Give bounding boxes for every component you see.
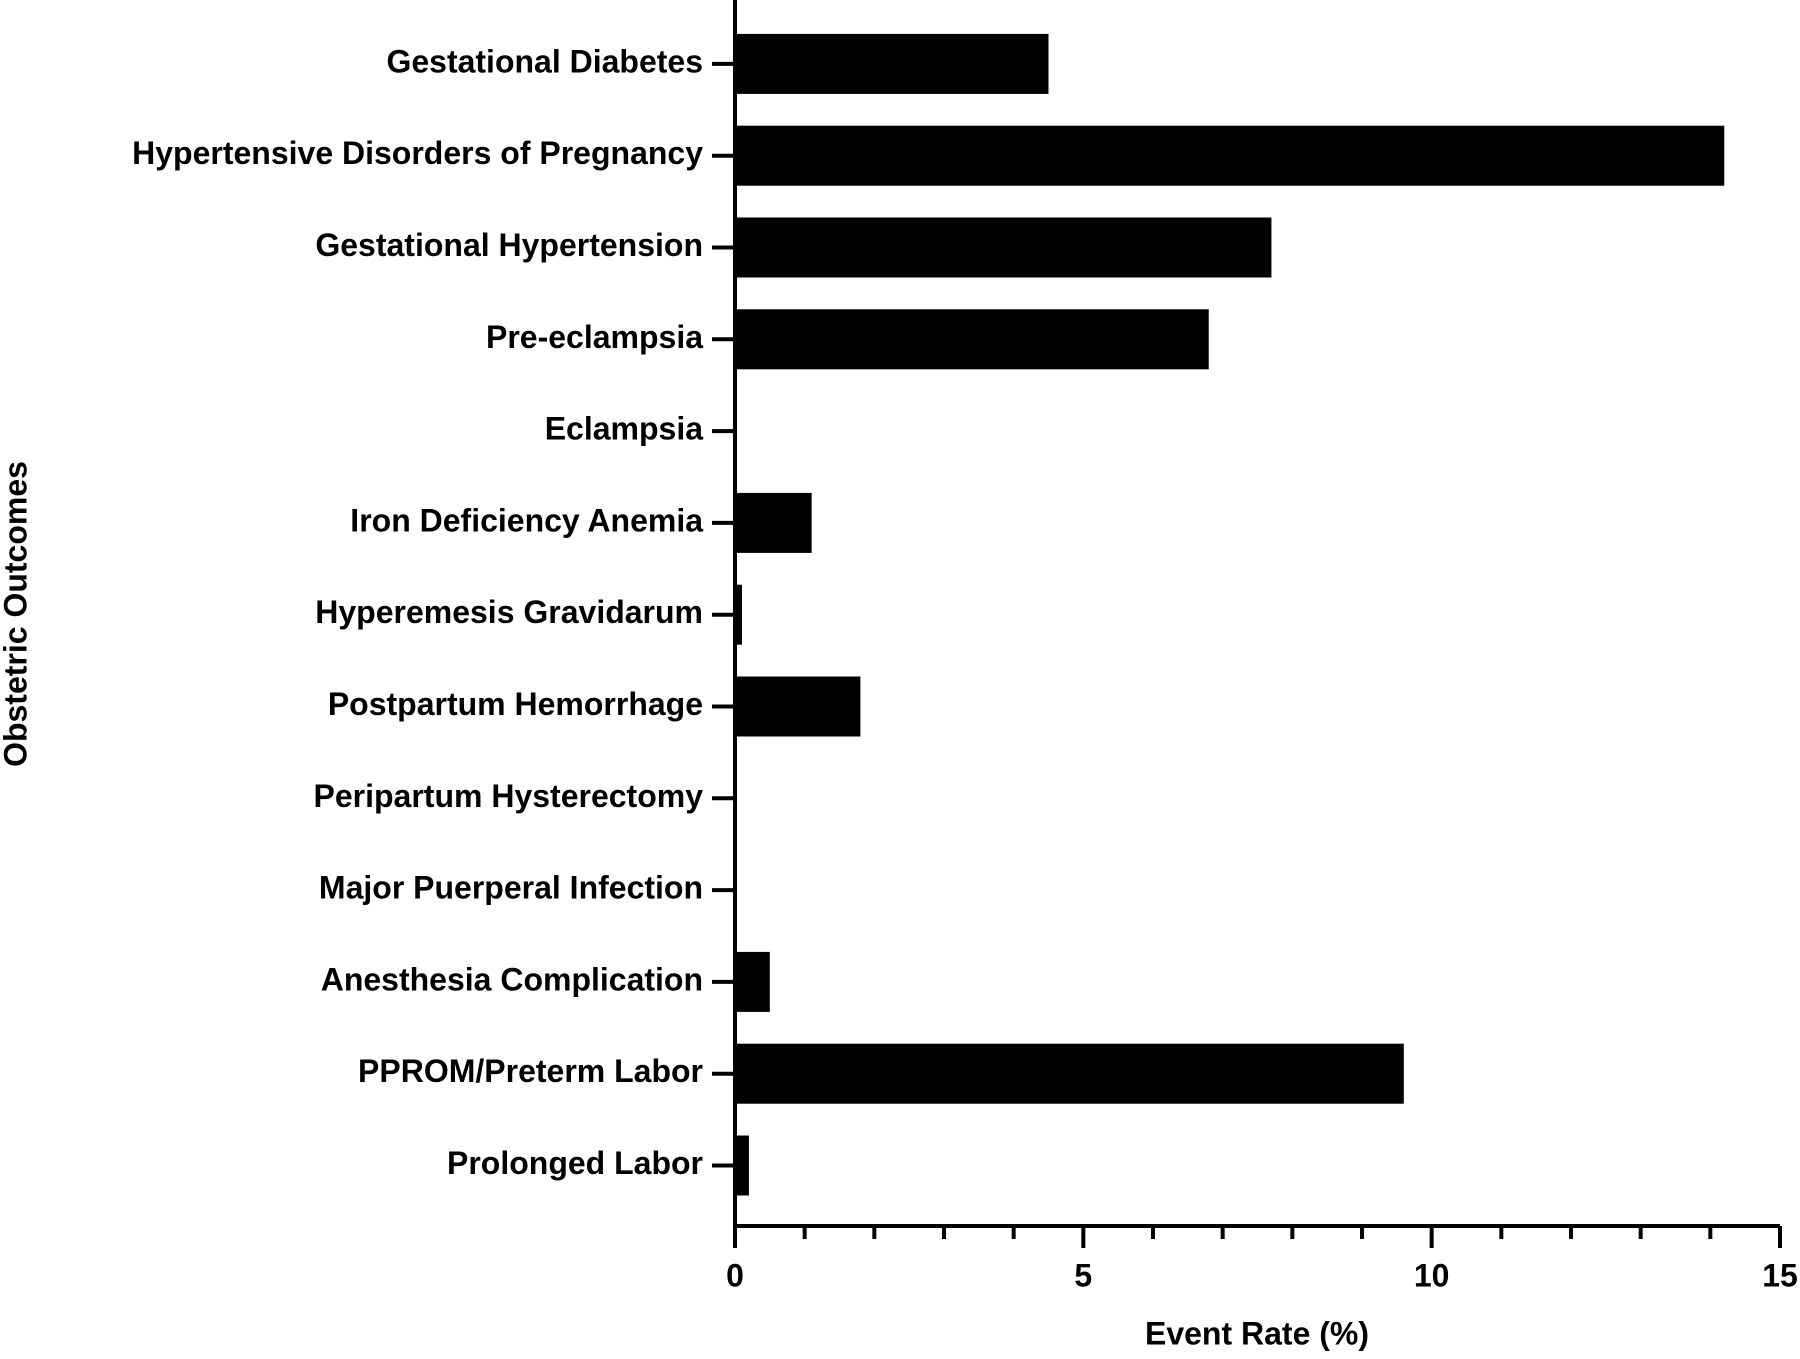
y-tick-label: Postpartum Hemorrhage — [328, 686, 703, 722]
bar — [735, 217, 1272, 278]
bar — [735, 676, 861, 737]
bar — [735, 1135, 749, 1196]
x-axis-title: Event Rate (%) — [1145, 1315, 1369, 1351]
y-tick-label: Anesthesia Complication — [321, 961, 703, 997]
bar — [735, 1043, 1404, 1104]
y-tick-label: Hypertensive Disorders of Pregnancy — [132, 135, 703, 171]
y-tick-label: Eclampsia — [545, 411, 704, 447]
y-tick-label: Iron Deficiency Anemia — [350, 502, 703, 538]
bar — [735, 125, 1725, 186]
bar — [735, 309, 1209, 370]
y-tick-label: Peripartum Hysterectomy — [314, 778, 704, 814]
x-tick-label: 10 — [1414, 1257, 1450, 1293]
bar — [735, 584, 742, 645]
bar — [735, 951, 770, 1012]
y-tick-label: Major Puerperal Infection — [319, 870, 703, 906]
x-tick-label: 0 — [726, 1257, 744, 1293]
x-tick-label: 15 — [1762, 1257, 1798, 1293]
y-axis-title: Obstetric Outcomes — [0, 461, 33, 767]
bar — [735, 33, 1049, 94]
x-tick-label: 5 — [1074, 1257, 1092, 1293]
y-tick-label: Gestational Diabetes — [386, 43, 703, 79]
y-tick-label: Pre-eclampsia — [486, 319, 703, 355]
y-tick-label: Gestational Hypertension — [315, 227, 703, 263]
y-tick-label: Prolonged Labor — [447, 1145, 703, 1181]
y-tick-label: Hyperemesis Gravidarum — [315, 594, 703, 630]
bar — [735, 492, 812, 553]
y-tick-label: PPROM/Preterm Labor — [358, 1053, 703, 1089]
